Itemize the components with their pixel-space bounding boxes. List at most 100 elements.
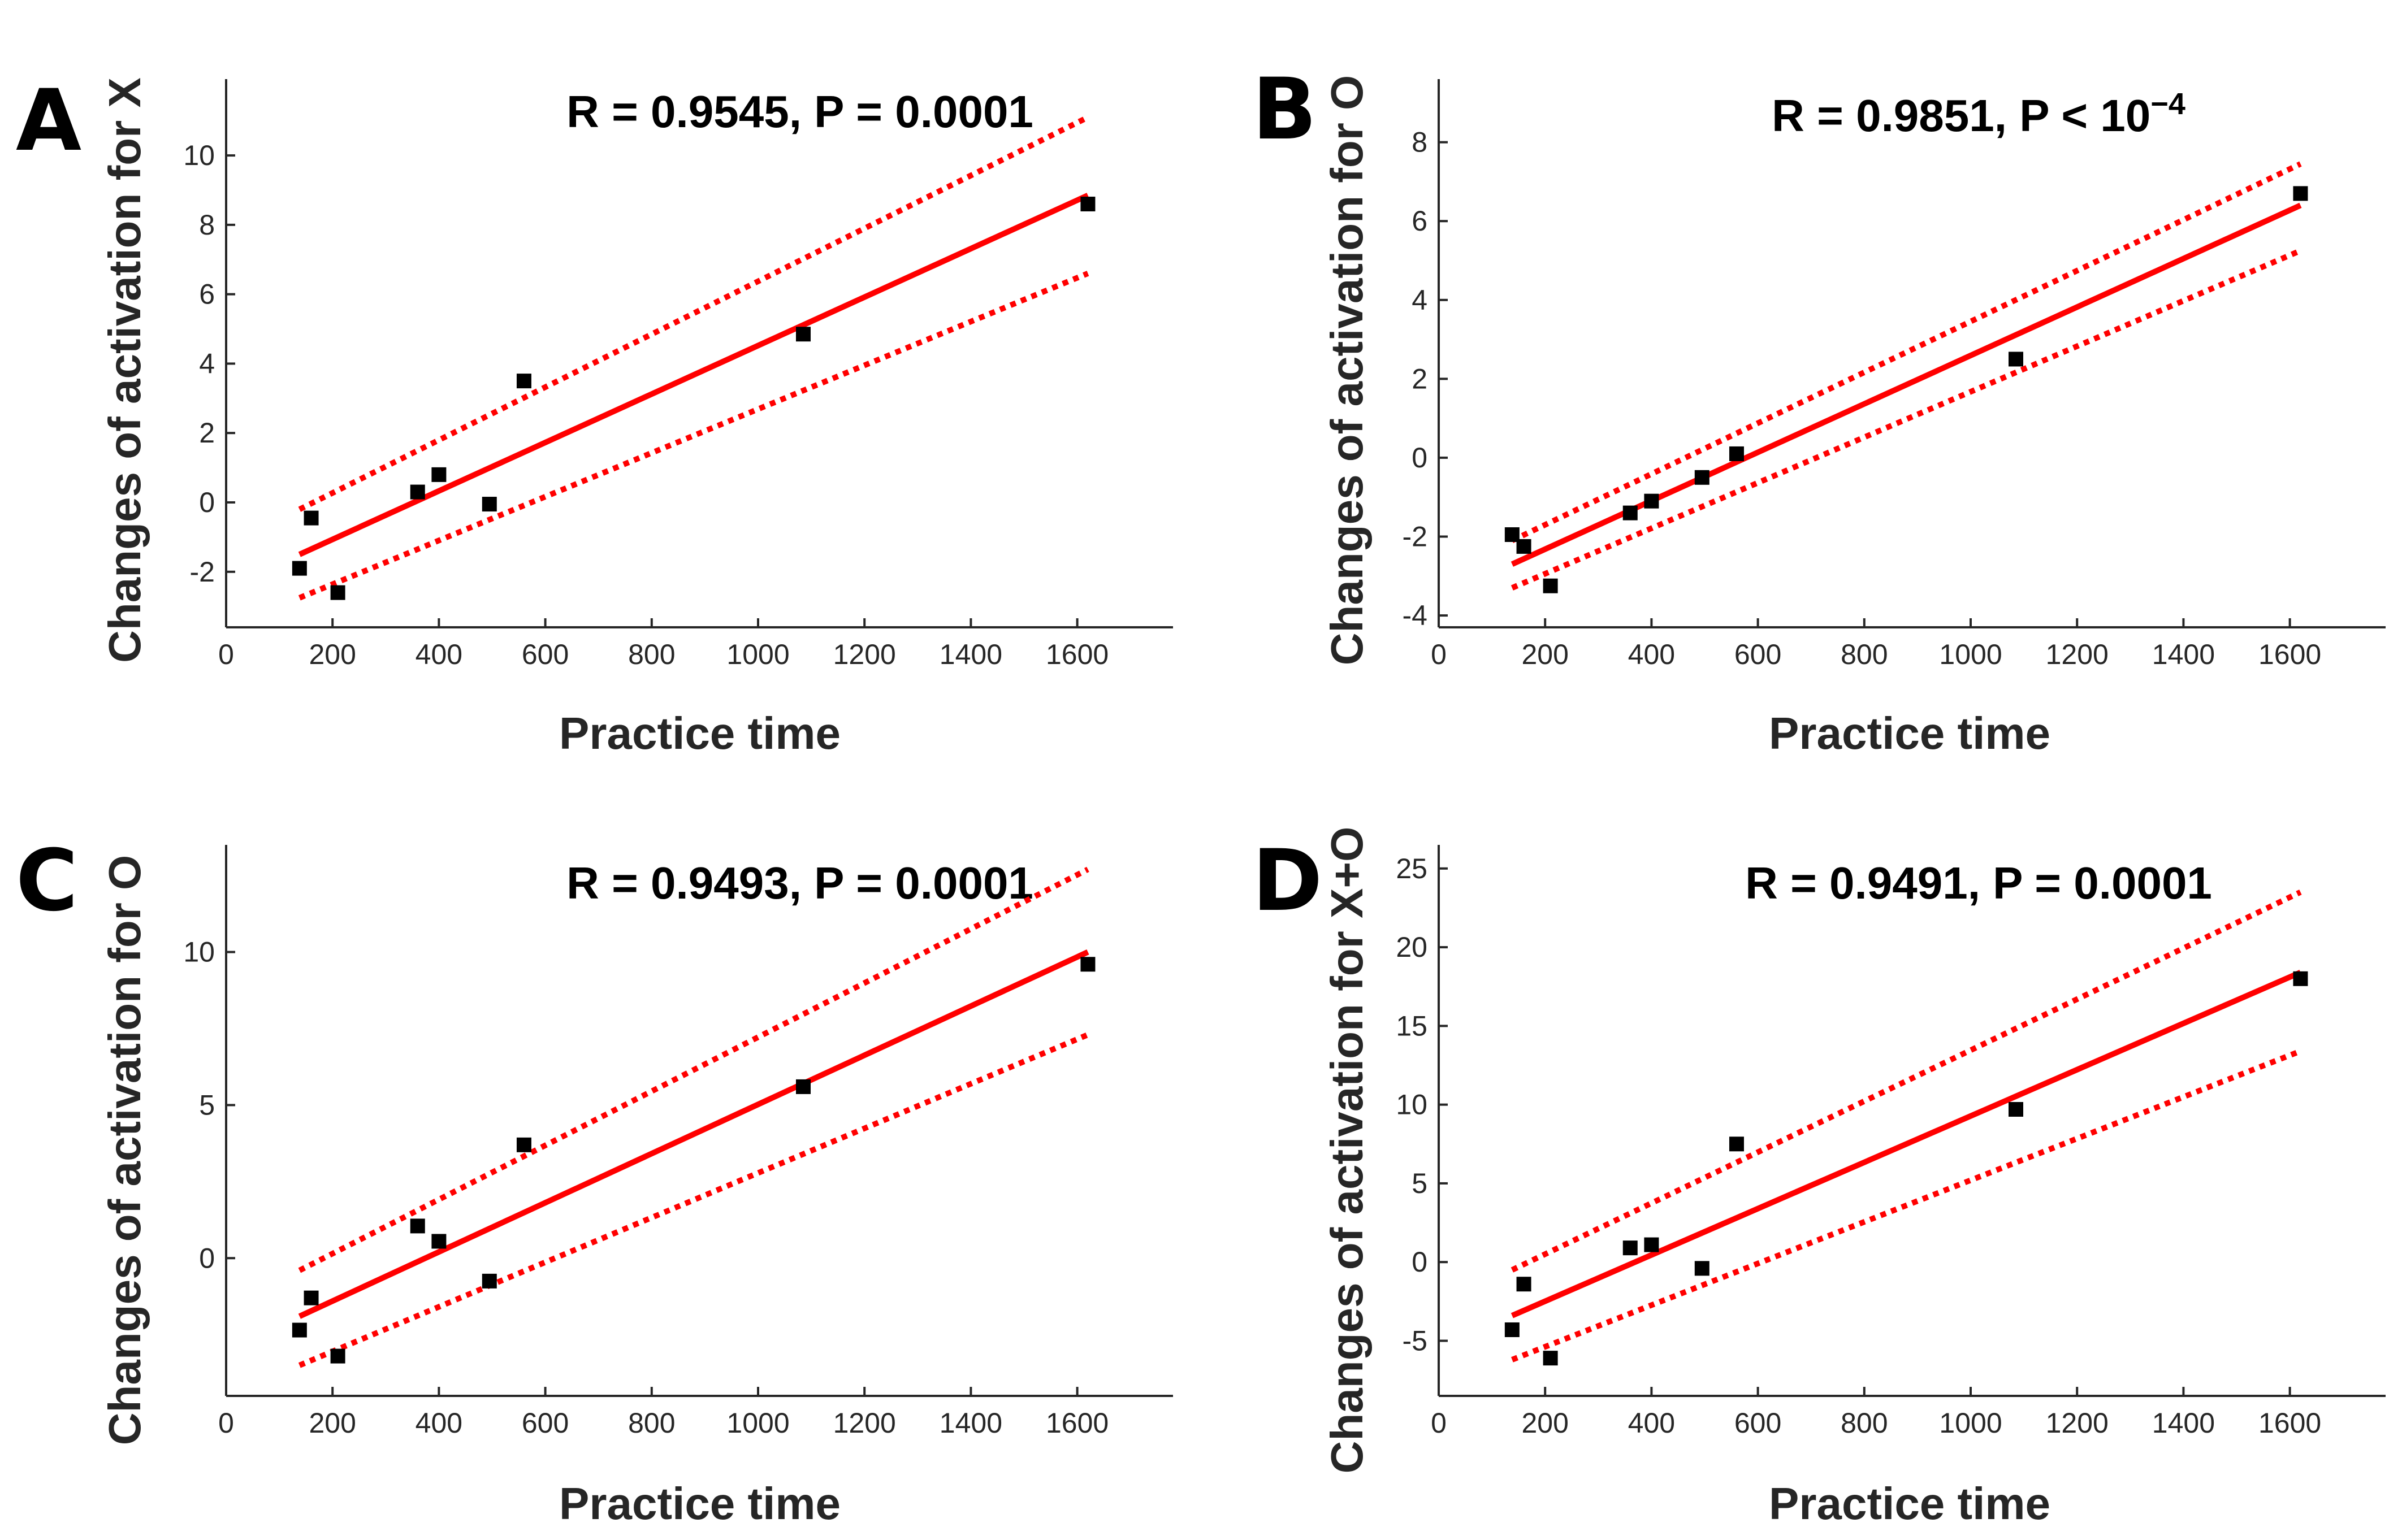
ci-lower-line	[1511, 248, 2302, 591]
y-tick-label: -2	[1403, 520, 1427, 552]
data-point	[304, 510, 319, 526]
y-tick-label: 0	[199, 1242, 215, 1274]
x-tick-label: 1200	[833, 1407, 896, 1439]
data-point	[1080, 197, 1096, 212]
x-axis-label: Practice time	[1769, 1478, 2050, 1529]
y-tick-label: 6	[1412, 205, 1427, 237]
x-tick-label: 600	[1734, 1407, 1781, 1439]
y-tick-label: 0	[199, 487, 215, 518]
regression-line	[1511, 970, 2302, 1318]
x-tick-label: 1600	[2258, 639, 2321, 670]
y-tick-label: 25	[1396, 853, 1427, 884]
y-tick-label: 8	[199, 209, 215, 241]
data-point	[795, 327, 811, 342]
x-tick-label: 0	[218, 639, 234, 670]
x-axis-label: Practice time	[559, 708, 841, 758]
panel-letter: B	[1252, 60, 1317, 159]
y-tick-label: 2	[1412, 363, 1427, 394]
ci-upper-line	[1511, 890, 2302, 1273]
x-tick-label: 200	[1521, 639, 1568, 670]
data-point	[330, 585, 345, 600]
x-tick-label: 0	[1431, 639, 1447, 670]
stat-text: R = 0.9851, P < 10	[1772, 90, 2150, 141]
x-tick-label: 1600	[1046, 1407, 1109, 1439]
data-point	[1543, 578, 1558, 593]
stat-annotation: R = 0.9851, P < 10−4	[1772, 87, 2185, 141]
x-tick-label: 1600	[2258, 1407, 2321, 1439]
y-tick-label: 4	[1412, 284, 1427, 316]
regression-line	[298, 949, 1089, 1319]
stat-annotation: R = 0.9491, P = 0.0001	[1745, 858, 2212, 908]
x-tick-label: 400	[416, 639, 462, 670]
ci-upper-line	[1511, 161, 2302, 543]
data-point	[431, 1234, 447, 1249]
stat-text: R = 0.9545, P = 0.0001	[566, 86, 1033, 137]
x-tick-label: 1000	[726, 1407, 789, 1439]
data-point	[1080, 957, 1096, 972]
y-axis-label: Changes of activation for O	[99, 855, 150, 1446]
data-point	[2293, 971, 2308, 986]
stat-superscript: −4	[2150, 87, 2185, 121]
y-tick-label: 2	[199, 417, 215, 449]
panel-letter: C	[16, 832, 78, 930]
data-point	[516, 1137, 531, 1152]
y-axis-label: Changes of activation for X	[99, 77, 150, 663]
data-point	[292, 561, 307, 576]
y-tick-label: 0	[1412, 1246, 1427, 1278]
stat-text: R = 0.9493, P = 0.0001	[566, 858, 1033, 908]
data-point	[1694, 470, 1709, 485]
panel-letter: A	[16, 72, 81, 170]
data-point	[2293, 186, 2308, 201]
y-tick-label: 10	[1396, 1089, 1427, 1121]
y-tick-label: 8	[1412, 127, 1427, 158]
data-point	[482, 497, 497, 512]
x-tick-label: 800	[628, 1407, 675, 1439]
data-point	[1622, 505, 1638, 520]
x-tick-label: 1400	[940, 1407, 1002, 1439]
y-tick-label: 10	[183, 140, 215, 171]
y-tick-label: 4	[199, 348, 215, 379]
panel-c: C R = 0.9493, P = 0.0001 Practice time C…	[16, 832, 1173, 1529]
x-tick-label: 1400	[2152, 639, 2215, 670]
x-axis-label: Practice time	[559, 1478, 841, 1529]
x-tick-label: 1000	[726, 639, 789, 670]
data-point	[431, 467, 447, 482]
x-tick-label: 0	[218, 1407, 234, 1439]
x-tick-label: 400	[1628, 639, 1675, 670]
panel-b: B R = 0.9851, P < 10−4 Practice time Cha…	[1252, 60, 2386, 758]
ci-lower-line	[298, 1032, 1089, 1368]
y-tick-label: -5	[1403, 1325, 1427, 1357]
panel-d: D R = 0.9491, P = 0.0001 Practice time C…	[1252, 827, 2386, 1529]
x-tick-label: 200	[309, 639, 356, 670]
data-point	[1644, 493, 1659, 509]
data-point	[1622, 1240, 1638, 1256]
data-point	[304, 1290, 319, 1305]
y-tick-label: -4	[1403, 600, 1427, 631]
x-tick-label: 1000	[1939, 1407, 2002, 1439]
x-tick-label: 1200	[833, 639, 896, 670]
x-tick-label: 200	[1521, 1407, 1568, 1439]
stat-annotation: R = 0.9493, P = 0.0001	[566, 858, 1033, 908]
y-tick-label: -2	[190, 556, 215, 588]
data-point	[1644, 1237, 1659, 1252]
data-point	[1694, 1261, 1709, 1276]
data-point	[1516, 539, 1531, 554]
data-point	[1729, 446, 1744, 461]
x-tick-label: 1600	[1046, 639, 1109, 670]
x-tick-label: 400	[1628, 1407, 1675, 1439]
stat-text: R = 0.9491, P = 0.0001	[1745, 858, 2212, 908]
y-tick-label: 10	[183, 936, 215, 968]
y-tick-label: 5	[1412, 1168, 1427, 1199]
y-axis-label: Changes of activation for X+O	[1322, 827, 1372, 1474]
x-tick-label: 600	[1734, 639, 1781, 670]
ci-lower-line	[1511, 1048, 2302, 1363]
y-axis-label: Changes of activation for O	[1322, 75, 1372, 666]
y-tick-label: 20	[1396, 931, 1427, 963]
ci-upper-line	[298, 866, 1089, 1273]
x-tick-label: 1200	[2046, 1407, 2109, 1439]
panel-letter: D	[1252, 832, 1323, 930]
data-point	[410, 484, 425, 500]
x-tick-label: 200	[309, 1407, 356, 1439]
y-tick-label: 0	[1412, 442, 1427, 474]
